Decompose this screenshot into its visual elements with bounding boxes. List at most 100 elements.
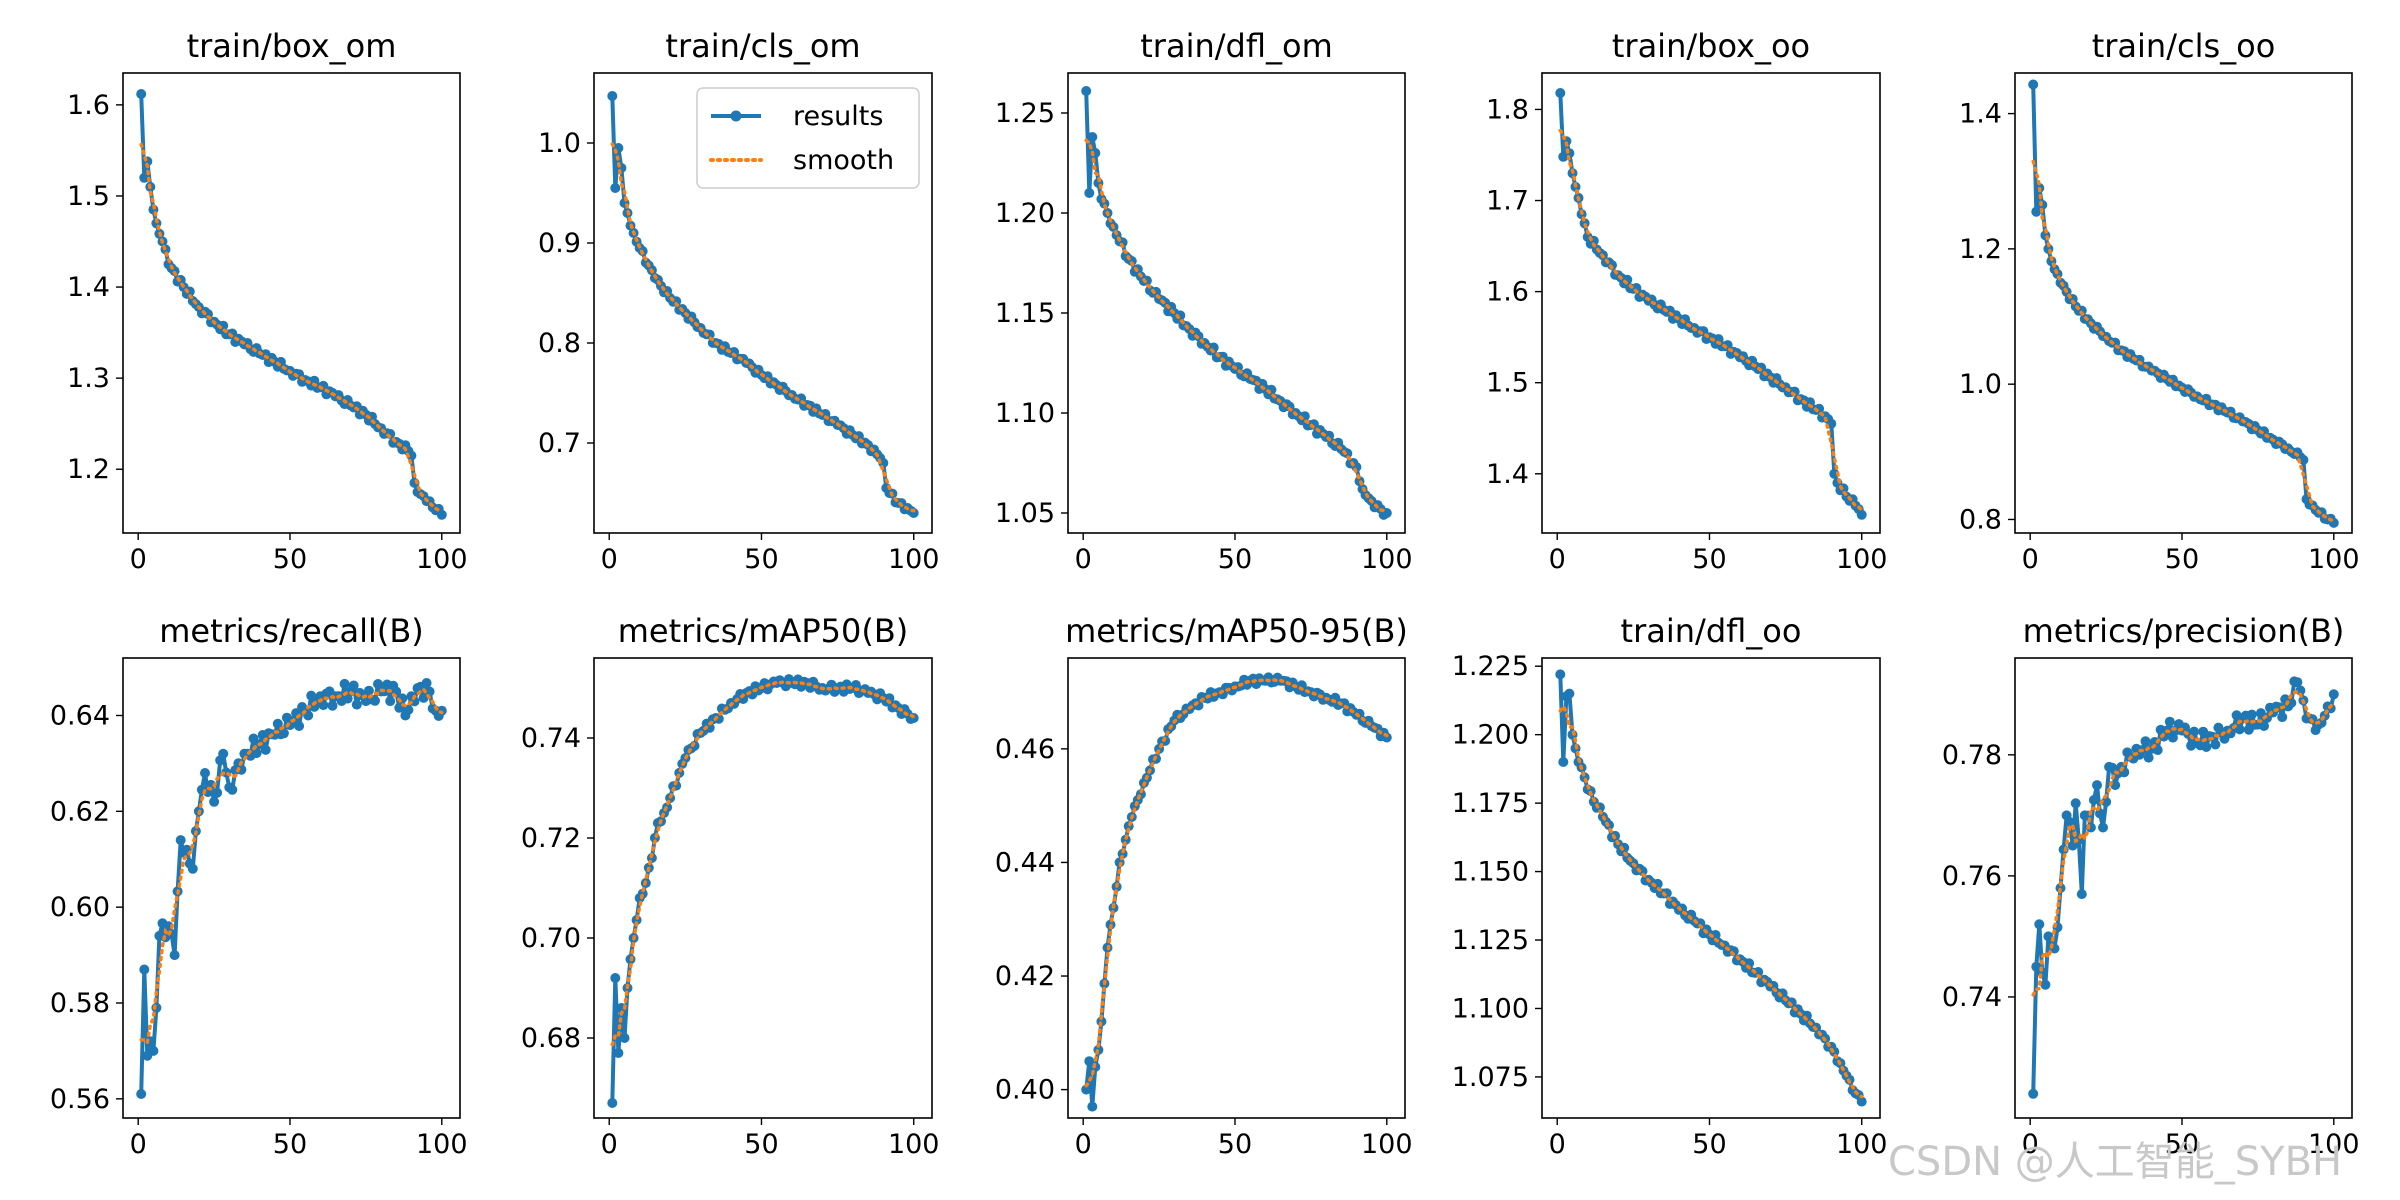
plot-area [607, 91, 919, 518]
results-point [1555, 88, 1566, 98]
axes-frame [593, 657, 933, 1119]
y-tick-label: 0.64 [50, 701, 110, 732]
panel-8: metrics/mAP50-95(B) 0 50 100 0.40 0.42 0.44 0.4… [995, 612, 1413, 1160]
results-point [613, 1048, 624, 1058]
x-tick-label: 50 [273, 1129, 307, 1160]
results-point [2070, 798, 2081, 809]
results-point [2098, 822, 2108, 833]
results-point [2064, 817, 2075, 827]
results-point [339, 678, 350, 689]
x-tick-label: 100 [2308, 1129, 2360, 1160]
plot-area [1081, 672, 1392, 1112]
results-point [1829, 468, 1840, 479]
results-point [187, 863, 198, 874]
legend-frame [696, 87, 920, 189]
plot-area [2028, 676, 2339, 1099]
results-point [2246, 709, 2257, 720]
results-point [148, 1045, 159, 1056]
y-tick-label: 1.175 [1452, 788, 1529, 819]
y-tick-label: 1.200 [1452, 720, 1529, 751]
y-tick-label: 1.100 [1452, 993, 1529, 1024]
y-tick-label: 1.4 [1486, 459, 1529, 490]
y-tick-label: 0.78 [1942, 740, 2002, 771]
results-point [251, 748, 262, 759]
axes-frame [2014, 657, 2353, 1119]
x-tick-label: 50 [744, 544, 778, 575]
smooth-line [1084, 678, 1389, 1088]
plot-area [136, 89, 447, 520]
results-point [421, 678, 432, 688]
results-point [2143, 752, 2154, 763]
results-point [607, 91, 618, 101]
results-point [2034, 919, 2045, 930]
results-point [607, 1098, 618, 1108]
plot-area [1555, 88, 1867, 520]
results-point [1856, 1096, 1867, 1107]
results-point [1564, 688, 1575, 699]
x-tick-label: 50 [2165, 544, 2199, 575]
plot-area [607, 674, 919, 1108]
y-tick-label: 0.40 [995, 1075, 1055, 1106]
results-point [136, 89, 147, 99]
results-point [218, 748, 229, 759]
x-tick-label: 100 [1836, 544, 1888, 575]
results-point [2076, 889, 2087, 900]
y-tick-label: 0.68 [521, 1023, 581, 1054]
results-line [1084, 675, 1389, 1109]
y-tick-label: 1.6 [67, 90, 110, 121]
results-point [2095, 808, 2105, 819]
results-point [2210, 739, 2221, 750]
results-point [136, 1089, 147, 1099]
x-tick-label: 0 [1549, 1129, 1566, 1160]
smooth-line [139, 687, 444, 1046]
y-tick-label: 0.8 [538, 328, 581, 359]
y-tick-label: 0.7 [538, 428, 581, 459]
x-tick-label: 100 [1361, 1129, 1413, 1160]
y-tick-label: 1.8 [1486, 94, 1529, 125]
y-tick-label: 1.3 [67, 363, 110, 394]
plot-area [1081, 86, 1392, 520]
results-line [1558, 92, 1864, 516]
x-tick-label: 0 [130, 544, 147, 575]
results-point [2164, 716, 2175, 727]
x-tick-label: 50 [1218, 544, 1252, 575]
results-point [2040, 979, 2051, 990]
x-tick-label: 0 [2022, 1129, 2039, 1160]
results-point [2234, 724, 2245, 735]
results-point [2088, 795, 2099, 805]
results-point [403, 704, 414, 715]
plot-area [2028, 79, 2339, 528]
y-tick-label: 0.56 [50, 1084, 110, 1115]
results-point [327, 700, 338, 711]
panel-title: metrics/recall(B) [159, 612, 424, 650]
results-point [1856, 509, 1867, 520]
results-point [169, 950, 180, 961]
axes-frame [1067, 657, 1406, 1119]
y-tick-label: 1.2 [1959, 234, 2002, 265]
results-point [212, 787, 223, 798]
x-tick-label: 50 [273, 544, 307, 575]
panel-title: metrics/mAP50(B) [618, 612, 909, 650]
results-point [2328, 689, 2339, 700]
results-point [2140, 736, 2151, 747]
y-tick-label: 0.72 [521, 823, 581, 854]
results-point [1099, 198, 1110, 209]
legend-results-marker [730, 110, 742, 122]
x-tick-label: 100 [1361, 544, 1413, 575]
y-tick-label: 1.125 [1452, 925, 1529, 956]
x-tick-label: 50 [744, 1129, 778, 1160]
y-tick-label: 1.5 [67, 181, 110, 212]
results-point [200, 768, 210, 778]
y-tick-label: 1.0 [1959, 369, 2002, 400]
plot-area [1555, 669, 1867, 1107]
smooth-line [2031, 159, 2336, 523]
results-point [373, 679, 383, 689]
x-tick-label: 50 [1692, 1129, 1726, 1160]
x-tick-label: 100 [416, 544, 468, 575]
axes-frame [1067, 72, 1406, 534]
results-point [2028, 1088, 2039, 1099]
results-point [260, 744, 271, 755]
results-point [278, 728, 289, 739]
axes-frame [593, 72, 933, 534]
panel-1: train/box_om 0 50 100 1.2 1.3 1.4 1.5 1.6 [67, 27, 468, 575]
